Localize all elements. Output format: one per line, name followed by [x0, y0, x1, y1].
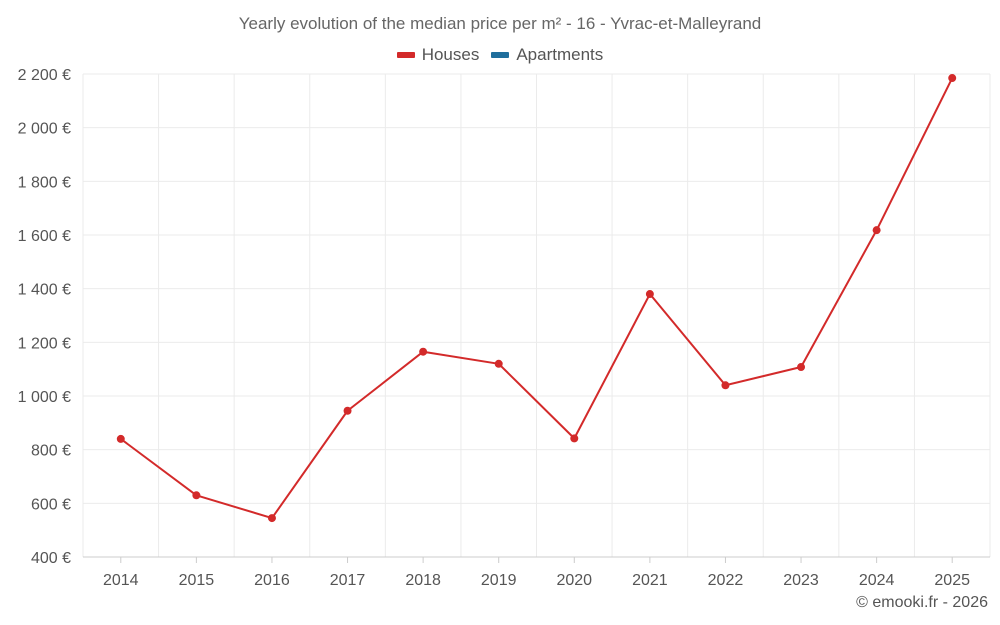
- legend-item-apartments[interactable]: Apartments: [491, 45, 603, 65]
- data-point-houses: [872, 226, 881, 235]
- y-tick-label: 1 600 €: [18, 228, 71, 245]
- y-tick-label: 800 €: [31, 443, 71, 460]
- x-tick-label: 2020: [556, 572, 592, 589]
- data-point-houses: [570, 434, 579, 443]
- legend-swatch-apartments: [491, 52, 510, 58]
- x-tick-label: 2019: [481, 572, 517, 589]
- y-tick-label: 1 200 €: [18, 335, 71, 352]
- data-point-houses: [343, 406, 352, 415]
- legend-item-houses[interactable]: Houses: [396, 45, 480, 65]
- y-tick-label: 400 €: [31, 550, 71, 567]
- y-tick-label: 2 200 €: [18, 67, 71, 84]
- x-tick-label: 2023: [783, 572, 819, 589]
- x-tick-label: 2017: [330, 572, 366, 589]
- y-tick-label: 1 000 €: [18, 389, 71, 406]
- chart-legend: Houses Apartments: [0, 45, 1000, 65]
- data-point-houses: [797, 363, 806, 372]
- legend-label-apartments: Apartments: [516, 45, 604, 64]
- y-tick-label: 1 800 €: [18, 174, 71, 191]
- y-tick-label: 600 €: [31, 496, 71, 513]
- x-tick-label: 2024: [859, 572, 895, 589]
- chart-title: Yearly evolution of the median price per…: [238, 14, 762, 33]
- credit-text: © emooki.fr - 2026: [856, 594, 988, 611]
- x-tick-label: 2022: [708, 572, 744, 589]
- x-tick-label: 2018: [405, 572, 441, 589]
- x-tick-label: 2016: [254, 572, 290, 589]
- legend-swatch-houses: [396, 52, 415, 58]
- legend-label-houses: Houses: [421, 45, 480, 64]
- x-tick-label: 2025: [934, 572, 970, 589]
- data-point-houses: [116, 434, 125, 443]
- data-point-houses: [948, 74, 957, 83]
- series-line-houses: [120, 77, 954, 520]
- x-tick-label: 2014: [103, 572, 139, 589]
- data-point-houses: [645, 290, 654, 299]
- y-tick-label: 1 400 €: [18, 282, 71, 299]
- data-point-houses: [721, 381, 730, 390]
- x-tick-label: 2015: [179, 572, 215, 589]
- x-tick-label: 2021: [632, 572, 668, 589]
- data-point-houses: [192, 491, 201, 500]
- data-point-houses: [267, 514, 276, 523]
- y-tick-label: 2 000 €: [18, 121, 71, 138]
- data-point-houses: [494, 359, 503, 368]
- data-point-houses: [419, 347, 428, 356]
